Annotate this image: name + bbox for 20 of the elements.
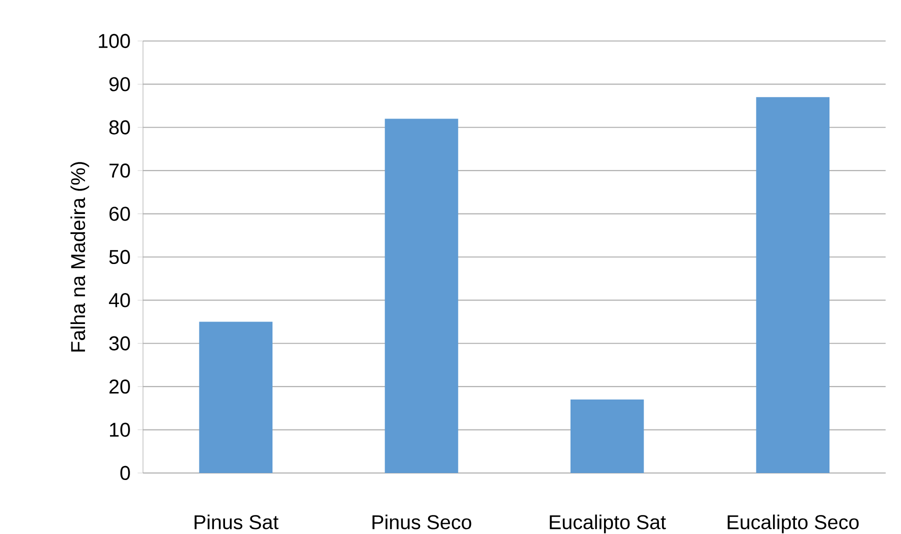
y-tick-label: 40 <box>108 293 130 308</box>
y-tick-label: 70 <box>110 164 130 178</box>
bar <box>570 400 644 473</box>
y-tick-label: 20 <box>109 380 130 394</box>
y-tick-label: 30 <box>109 336 130 350</box>
bar <box>199 322 273 473</box>
y-tick-label: 0 <box>120 466 130 480</box>
bar <box>756 97 830 473</box>
y-tick-label: 100 <box>98 34 130 48</box>
x-tick-label: Eucalipto Seco <box>728 514 859 534</box>
y-tick-label: 60 <box>110 206 130 221</box>
y-tick-label: 80 <box>109 120 130 134</box>
x-tick-label: Eucalipto Sat <box>550 514 666 534</box>
x-tick-label: Pinus Sat <box>194 514 278 530</box>
y-tick-label: 90 <box>109 77 130 92</box>
y-tick-label: 10 <box>110 422 130 437</box>
x-tick-label: Pinus Seco <box>372 514 472 530</box>
y-axis-title: Falha na Madeira (%) <box>70 162 90 352</box>
bar <box>384 118 458 473</box>
y-tick-label: 50 <box>109 250 130 264</box>
